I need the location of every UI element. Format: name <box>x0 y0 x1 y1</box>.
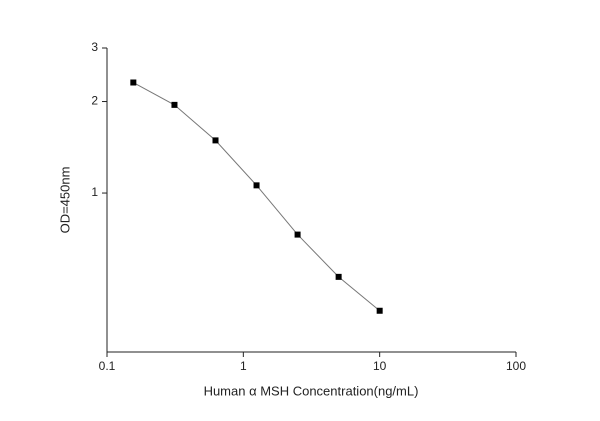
x-tick-label: 10 <box>373 359 387 373</box>
data-point <box>171 101 178 108</box>
data-point <box>376 307 383 314</box>
data-point <box>212 137 219 144</box>
data-point <box>253 182 260 189</box>
series-line <box>133 82 380 312</box>
x-tick-label: 100 <box>506 359 526 373</box>
y-tick-label: 2 <box>91 94 98 108</box>
y-tick-label: 3 <box>91 40 98 54</box>
y-axis-title: OD=450nm <box>57 167 72 234</box>
data-point <box>294 231 301 238</box>
x-axis-title: Human α MSH Concentration(ng/mL) <box>204 383 419 398</box>
x-tick-label: 1 <box>240 359 247 373</box>
data-point <box>335 273 342 280</box>
x-tick-label: 0.1 <box>99 359 116 373</box>
data-point <box>130 79 137 86</box>
y-tick-label: 1 <box>91 185 98 199</box>
